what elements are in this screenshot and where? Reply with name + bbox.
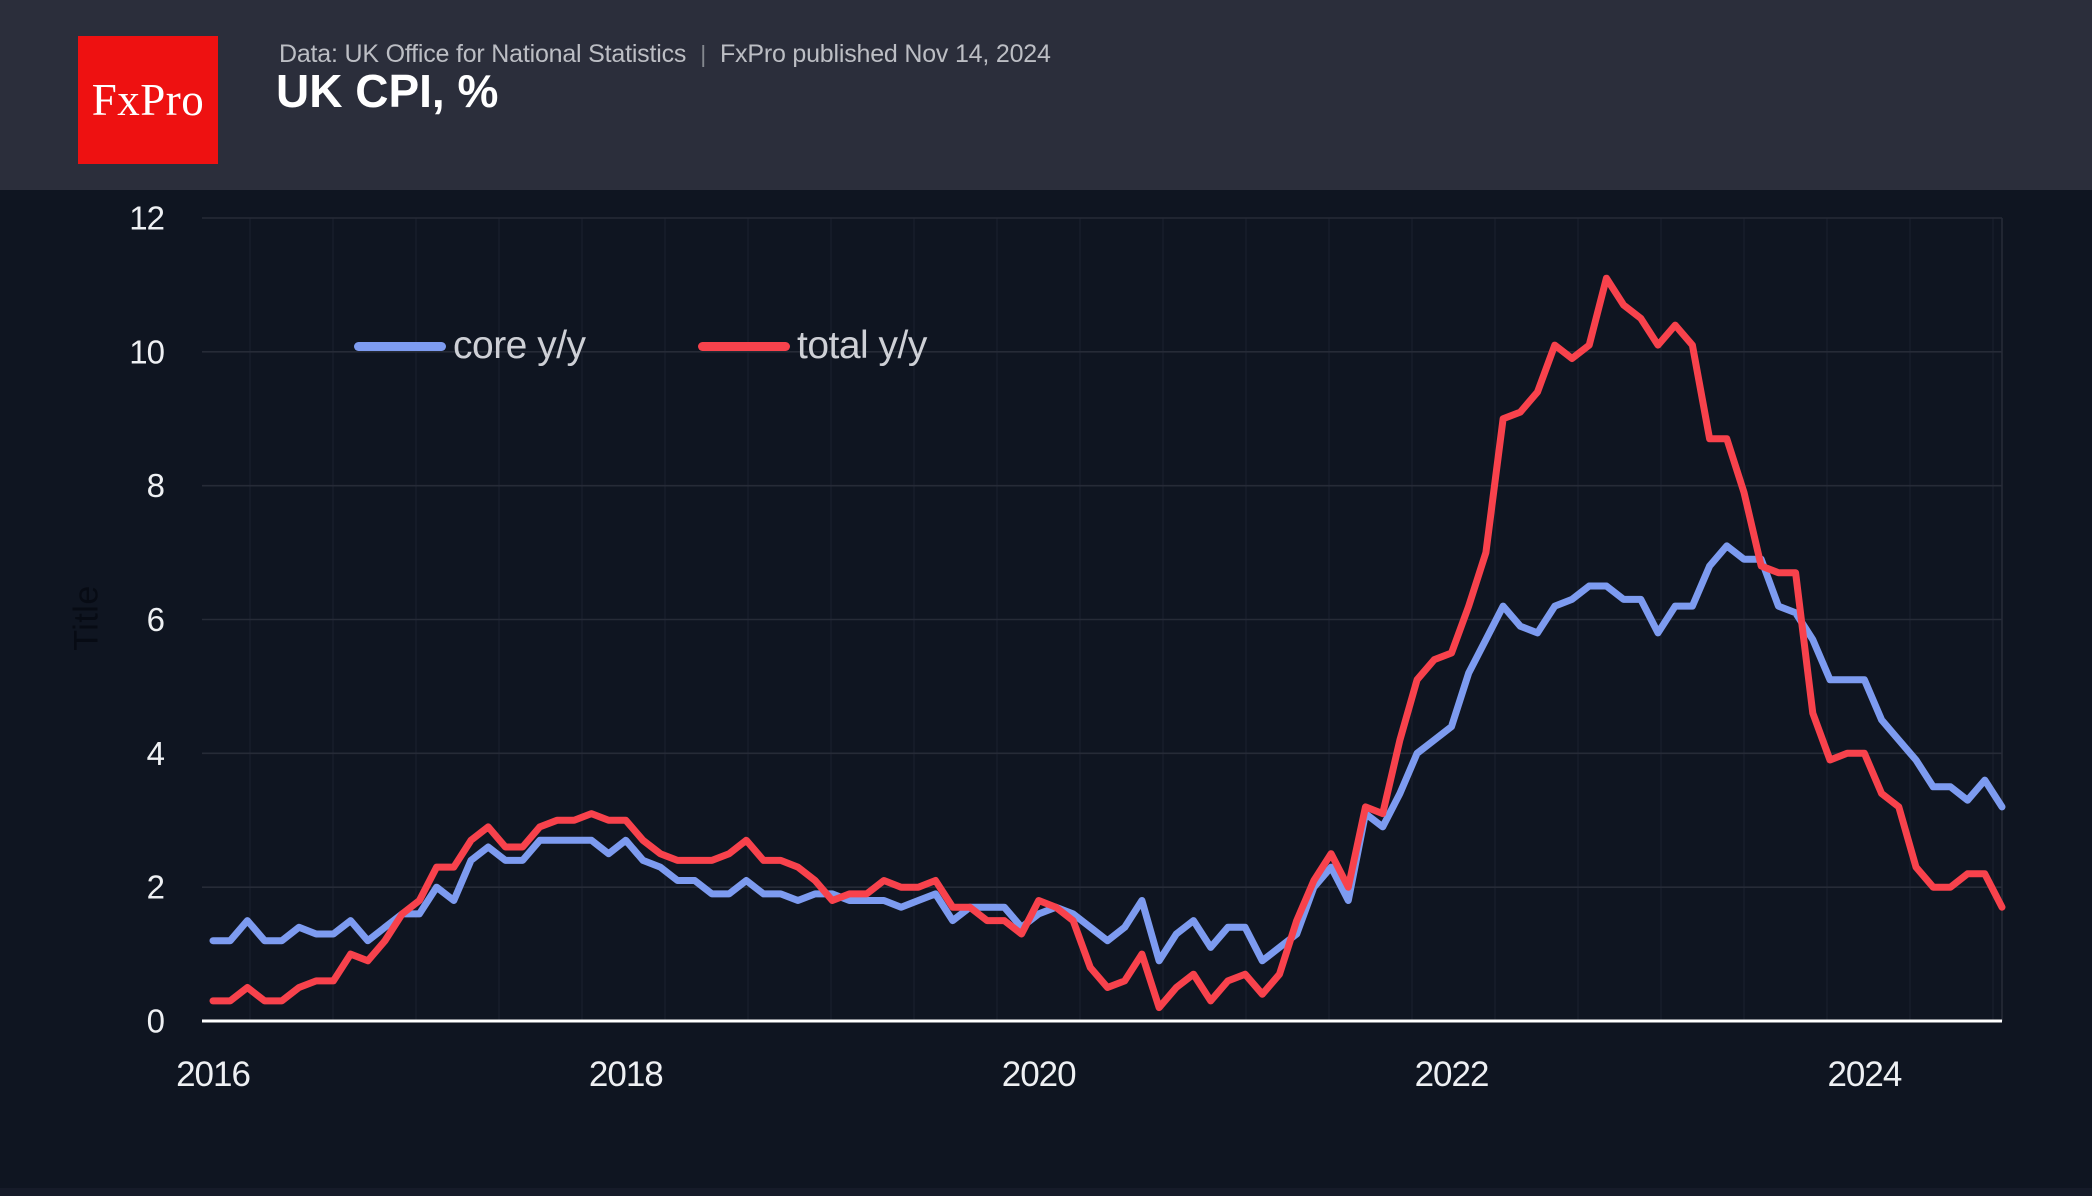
x-tick-label: 2018 — [589, 1055, 663, 1094]
y-tick-label: 10 — [129, 333, 164, 370]
legend-label-total: total y/y — [797, 324, 927, 367]
series-line-core — [209, 542, 2006, 965]
fxpro-logo-text: FxPro — [91, 75, 205, 125]
y-tick-label: 6 — [147, 601, 164, 638]
total-line-swatch — [698, 341, 790, 351]
legend-label-core: core y/y — [453, 324, 586, 367]
source-text: Data: UK Office for National Statistics — [279, 40, 687, 68]
separator-bar: | — [700, 41, 706, 67]
page-title: UK CPI, % — [276, 65, 499, 117]
legend-item-core: core y/y — [354, 320, 586, 372]
x-tick-label: 2020 — [1002, 1055, 1076, 1094]
header-bar: FxPro Data: UK Office for National Stati… — [0, 0, 2092, 190]
published-text: FxPro published Nov 14, 2024 — [719, 40, 1051, 68]
y-tick-label: 4 — [147, 735, 165, 772]
x-tick-label: 2016 — [176, 1055, 250, 1094]
x-tick-label: 2022 — [1415, 1055, 1489, 1094]
core-line-swatch — [354, 341, 446, 351]
y-tick-label: 0 — [147, 1003, 165, 1040]
y-axis-title: Title — [67, 585, 106, 651]
series-line-total — [209, 274, 2006, 1012]
y-tick-label: 8 — [147, 467, 164, 504]
source-line: Data: UK Office for National Statistics |… — [279, 40, 1051, 69]
y-tick-label: 2 — [147, 869, 164, 906]
x-tick-label: 2024 — [1827, 1055, 1901, 1094]
footer-strip — [0, 1188, 2092, 1196]
fxpro-logo: FxPro — [78, 36, 218, 164]
y-tick-label: 12 — [129, 200, 164, 237]
legend-item-total: total y/y — [698, 320, 927, 372]
